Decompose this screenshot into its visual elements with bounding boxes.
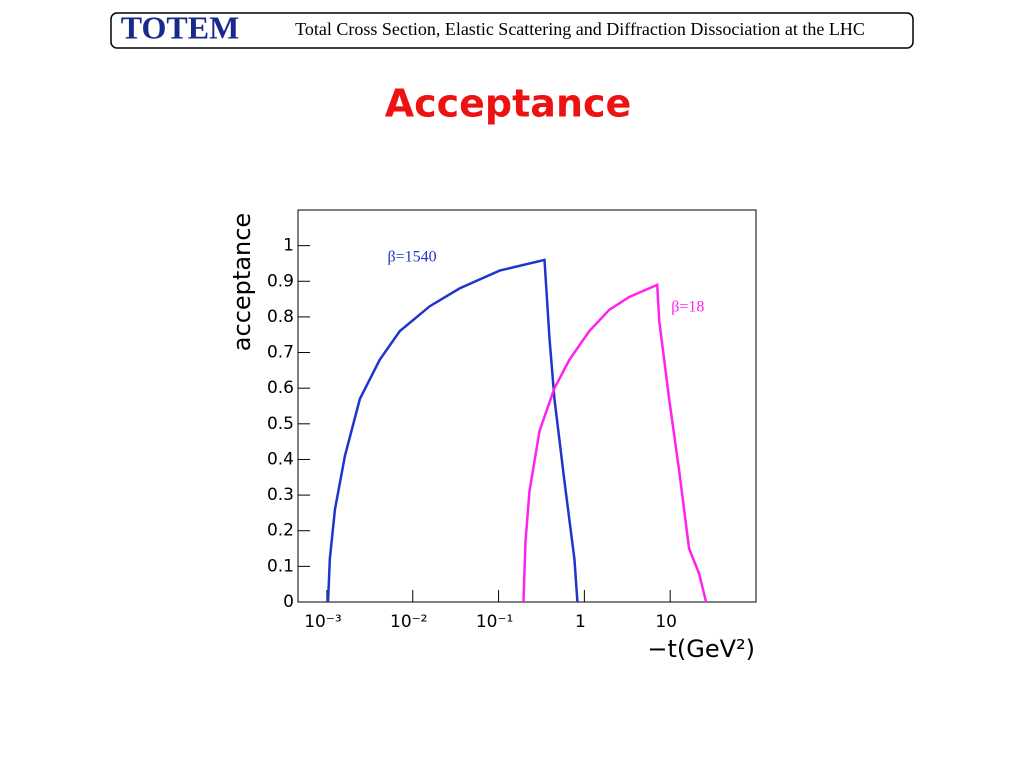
line xyxy=(522,282,708,603)
line xyxy=(326,258,579,603)
y-tick-label: 0.2 xyxy=(267,521,294,541)
header-box xyxy=(110,12,914,49)
y-tick-label: 1 xyxy=(283,236,294,256)
logo: TOTEM xyxy=(121,9,240,45)
y-tick-label: 0.6 xyxy=(267,378,294,398)
series-label: β=1540 xyxy=(387,249,436,266)
y-axis-label: acceptance xyxy=(228,213,256,351)
y-tick-label: 0.1 xyxy=(267,556,294,576)
y-tick-label: 0.7 xyxy=(267,343,294,363)
x-tick-label: 10⁻¹ xyxy=(476,612,513,632)
x-tick-label: 10 xyxy=(655,612,677,632)
header-text: Total Cross Section, Elastic Scattering … xyxy=(295,19,865,39)
plot-frame xyxy=(297,209,757,603)
y-tick-label: 0.9 xyxy=(267,271,294,291)
x-axis-label: −t(GeV²) xyxy=(647,635,755,663)
x-tick-label: 10⁻² xyxy=(390,612,427,632)
y-tick-label: 0.4 xyxy=(267,449,294,469)
chart-title: Acceptance xyxy=(385,82,632,126)
y-tick-label: 0 xyxy=(283,592,294,612)
y-tick-label: 0.3 xyxy=(267,485,294,505)
x-tick-label: 1 xyxy=(575,612,586,632)
x-tick-label: 10⁻³ xyxy=(304,612,341,632)
y-tick-label: 0.8 xyxy=(267,307,294,327)
series-label: β=18 xyxy=(671,299,704,316)
y-tick-label: 0.5 xyxy=(267,414,294,434)
